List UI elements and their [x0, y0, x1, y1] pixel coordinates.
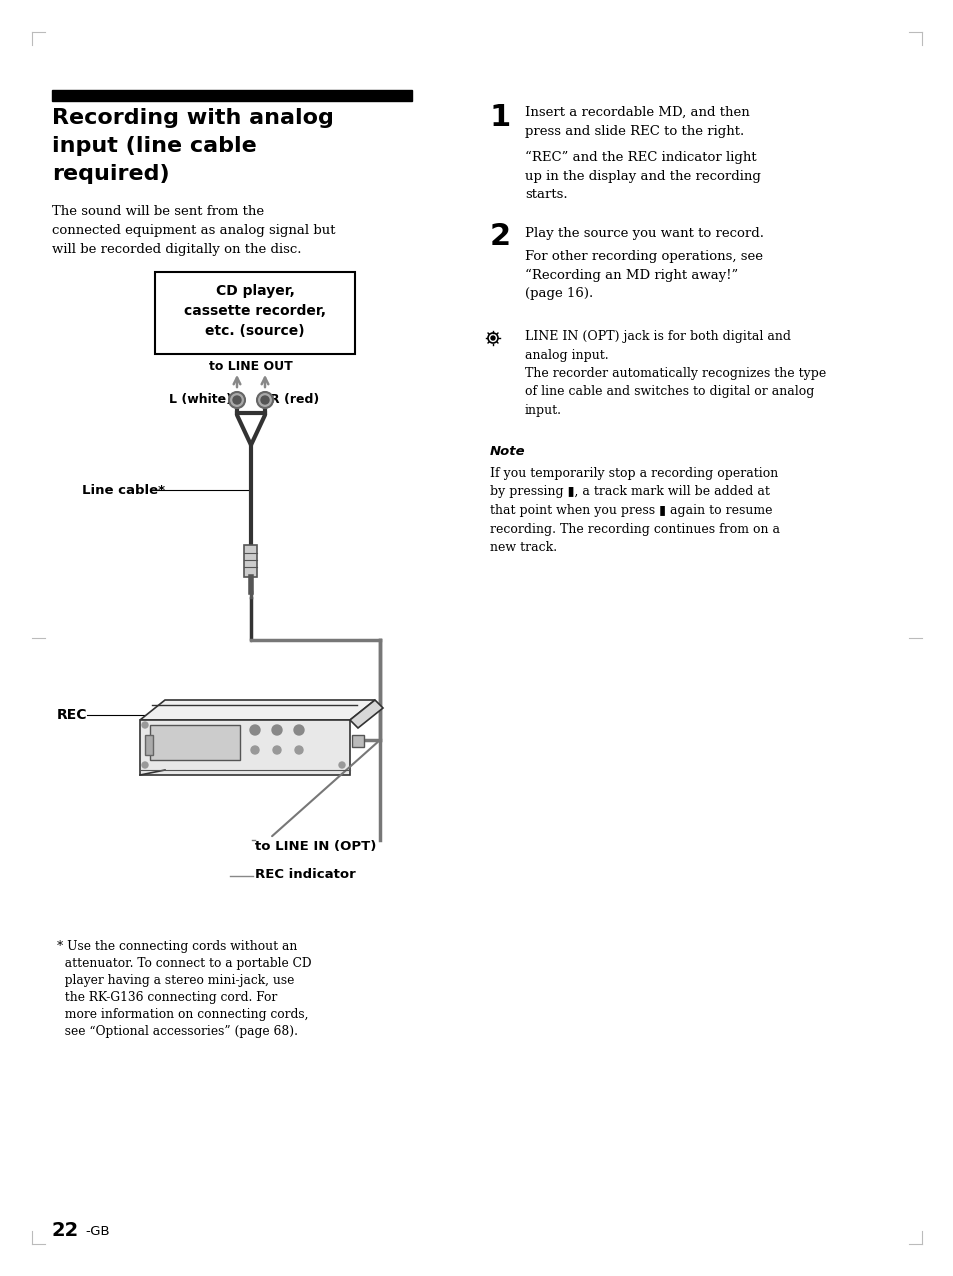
Text: -GB: -GB [85, 1225, 110, 1238]
Text: attenuator. To connect to a portable CD: attenuator. To connect to a portable CD [57, 957, 312, 970]
Text: 22: 22 [52, 1221, 79, 1240]
Text: Note: Note [490, 445, 525, 458]
Circle shape [233, 396, 241, 404]
Circle shape [229, 392, 245, 408]
Text: If you temporarily stop a recording operation
by pressing ▮, a track mark will b: If you temporarily stop a recording oper… [490, 467, 780, 554]
Text: press and slide REC to the right.: press and slide REC to the right. [524, 125, 743, 138]
Circle shape [294, 746, 303, 754]
Text: R (red): R (red) [270, 393, 319, 407]
Circle shape [338, 762, 345, 768]
Text: LINE IN (OPT) jack is for both digital and
analog input.
The recorder automatica: LINE IN (OPT) jack is for both digital a… [524, 330, 825, 417]
Text: “REC” and the REC indicator light
up in the display and the recording
starts.: “REC” and the REC indicator light up in … [524, 151, 760, 202]
Bar [52, 91, 412, 101]
Circle shape [273, 746, 281, 754]
Circle shape [491, 336, 495, 339]
Text: to LINE OUT: to LINE OUT [209, 360, 293, 373]
Text: Recording with analog: Recording with analog [52, 108, 334, 128]
Text: required): required) [52, 165, 170, 184]
Text: cassette recorder,: cassette recorder, [184, 304, 326, 318]
Text: player having a stereo mini-jack, use: player having a stereo mini-jack, use [57, 974, 294, 988]
Text: Insert a recordable MD, and then: Insert a recordable MD, and then [524, 106, 749, 119]
Text: 2: 2 [490, 222, 511, 251]
Bar [154, 272, 355, 353]
Bar [145, 735, 152, 755]
Text: etc. (source): etc. (source) [205, 324, 305, 338]
Text: The sound will be sent from the
connected equipment as analog signal but
will be: The sound will be sent from the connecte… [52, 205, 335, 256]
Text: to LINE IN (OPT): to LINE IN (OPT) [254, 840, 376, 852]
Text: Play the source you want to record.: Play the source you want to record. [524, 227, 763, 240]
Circle shape [251, 746, 258, 754]
Text: CD player,: CD player, [215, 285, 294, 299]
Polygon shape [350, 701, 382, 729]
Text: REC: REC [57, 708, 88, 722]
Text: L (white): L (white) [169, 393, 232, 407]
Circle shape [272, 725, 282, 735]
Circle shape [261, 396, 269, 404]
Circle shape [142, 722, 148, 729]
Text: the RK-G136 connecting cord. For: the RK-G136 connecting cord. For [57, 991, 277, 1004]
Text: see “Optional accessories” (page 68).: see “Optional accessories” (page 68). [57, 1025, 297, 1037]
Text: Line cable*: Line cable* [82, 484, 165, 496]
Text: more information on connecting cords,: more information on connecting cords, [57, 1008, 308, 1021]
Bar [150, 725, 240, 760]
Text: 1: 1 [490, 103, 511, 131]
Text: REC indicator: REC indicator [254, 868, 355, 880]
Polygon shape [140, 720, 350, 775]
Circle shape [142, 762, 148, 768]
Text: input (line cable: input (line cable [52, 137, 256, 156]
Circle shape [294, 725, 304, 735]
Circle shape [256, 392, 273, 408]
Polygon shape [140, 701, 375, 720]
Text: * Use the connecting cords without an: * Use the connecting cords without an [57, 940, 297, 953]
Bar [244, 545, 257, 577]
Circle shape [250, 725, 260, 735]
Bar [352, 735, 364, 746]
Text: For other recording operations, see
“Recording an MD right away!”
(page 16).: For other recording operations, see “Rec… [524, 250, 762, 300]
